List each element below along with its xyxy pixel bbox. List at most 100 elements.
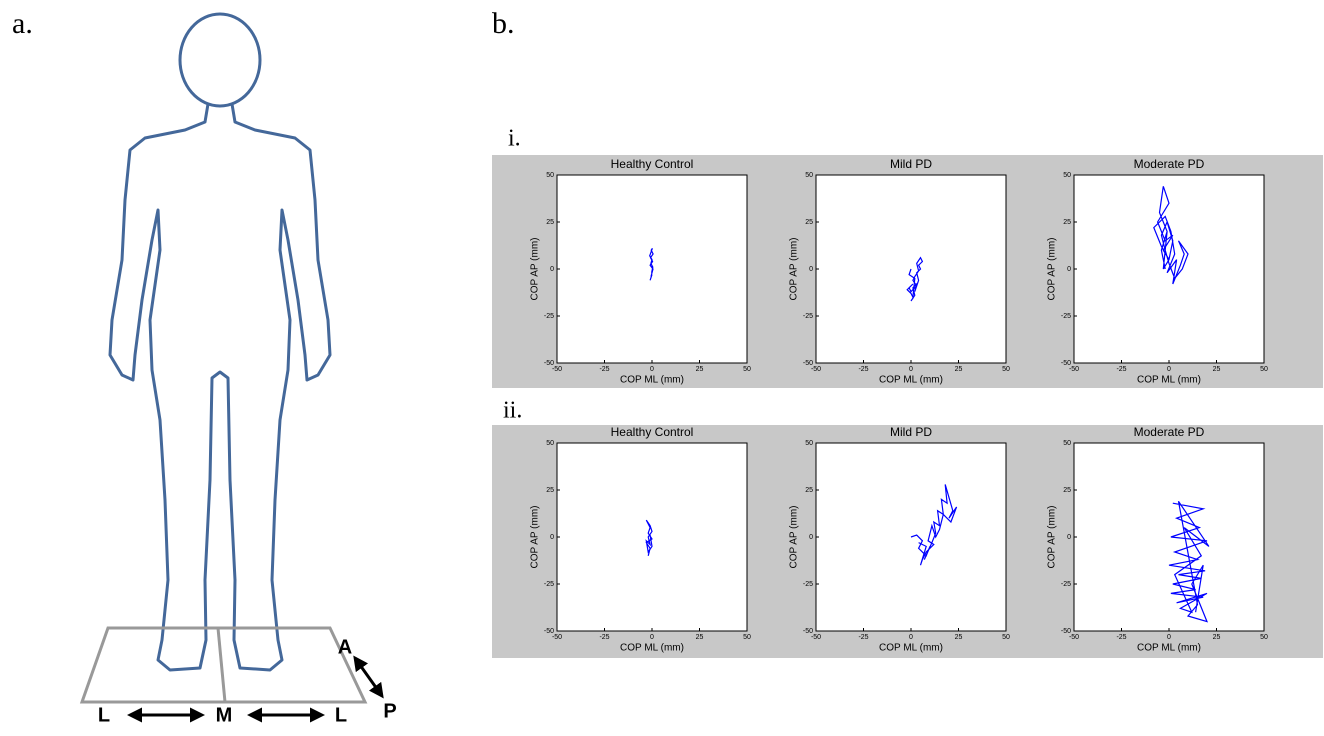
y-tick-label: 0 <box>1067 266 1071 273</box>
x-tick-label: 50 <box>1002 366 1010 373</box>
trajectory <box>1168 500 1210 623</box>
y-tick-label: 50 <box>546 172 554 179</box>
y-tick-label: -25 <box>803 581 813 588</box>
plate-label: L <box>335 704 347 726</box>
y-tick-label: -50 <box>803 628 813 635</box>
chart-title: Moderate PD <box>1134 157 1205 171</box>
y-tick-label: 25 <box>546 219 554 226</box>
x-tick-label: -50 <box>1069 634 1079 641</box>
panel-label: a. <box>12 7 33 40</box>
trajectory <box>1153 186 1189 285</box>
trajectory <box>910 484 958 566</box>
row-label: ii. <box>503 398 522 424</box>
x-axis-label: COP ML (mm) <box>620 375 684 386</box>
x-tick-label: 25 <box>955 366 963 373</box>
y-axis-label: COP AP (mm) <box>789 238 800 301</box>
direction-label: A <box>338 636 352 658</box>
y-tick-label: 0 <box>809 534 813 541</box>
x-tick-label: 25 <box>696 366 704 373</box>
trajectory <box>649 247 654 281</box>
body-outline <box>108 103 332 672</box>
y-tick-label: 0 <box>550 266 554 273</box>
chart-title: Healthy Control <box>611 425 694 439</box>
y-tick-label: 50 <box>805 172 813 179</box>
x-axis-label: COP ML (mm) <box>879 643 943 654</box>
x-axis-label: COP ML (mm) <box>879 375 943 386</box>
x-tick-label: -25 <box>858 366 868 373</box>
chart-title: Healthy Control <box>611 157 694 171</box>
x-tick-label: 50 <box>743 366 751 373</box>
x-tick-label: -50 <box>811 634 821 641</box>
chart-title: Moderate PD <box>1134 425 1205 439</box>
x-tick-label: 0 <box>650 366 654 373</box>
y-tick-label: -25 <box>803 313 813 320</box>
x-tick-label: 25 <box>955 634 963 641</box>
y-tick-label: -25 <box>1061 581 1071 588</box>
head <box>178 12 262 108</box>
y-tick-label: 25 <box>805 487 813 494</box>
y-tick-label: 50 <box>546 440 554 447</box>
x-tick-label: 50 <box>1260 634 1268 641</box>
trajectory <box>645 519 653 556</box>
y-tick-label: 0 <box>809 266 813 273</box>
x-axis-label: COP ML (mm) <box>1137 643 1201 654</box>
y-tick-label: -25 <box>1061 313 1071 320</box>
x-axis-label: COP ML (mm) <box>620 643 684 654</box>
chart-title: Mild PD <box>890 157 932 171</box>
y-tick-label: -50 <box>544 628 554 635</box>
x-tick-label: -50 <box>1069 366 1079 373</box>
y-axis-label: COP AP (mm) <box>530 506 541 569</box>
arrow <box>353 655 384 699</box>
y-tick-label: -25 <box>544 581 554 588</box>
y-tick-label: 25 <box>805 219 813 226</box>
x-tick-label: -50 <box>552 634 562 641</box>
y-tick-label: 25 <box>1063 487 1071 494</box>
x-tick-label: 0 <box>650 634 654 641</box>
y-tick-label: -50 <box>803 360 813 367</box>
y-tick-label: 0 <box>550 534 554 541</box>
x-tick-label: -25 <box>858 634 868 641</box>
x-tick-label: 0 <box>1167 366 1171 373</box>
y-axis-label: COP AP (mm) <box>789 506 800 569</box>
plate-label: L <box>98 704 110 726</box>
x-tick-label: 50 <box>1260 366 1268 373</box>
x-tick-label: -25 <box>599 366 609 373</box>
trajectory <box>906 256 924 302</box>
y-tick-label: 25 <box>546 487 554 494</box>
y-axis-label: COP AP (mm) <box>1047 238 1058 301</box>
x-tick-label: 50 <box>1002 634 1010 641</box>
y-tick-label: -25 <box>544 313 554 320</box>
y-tick-label: -50 <box>1061 628 1071 635</box>
x-tick-label: 0 <box>909 366 913 373</box>
plot-area <box>556 442 748 632</box>
y-tick-label: 25 <box>1063 219 1071 226</box>
x-tick-label: 50 <box>743 634 751 641</box>
y-tick-label: 50 <box>805 440 813 447</box>
x-tick-label: -25 <box>1116 634 1126 641</box>
plate-label: M <box>216 704 233 726</box>
y-tick-label: 50 <box>1063 172 1071 179</box>
x-tick-label: 25 <box>1213 634 1221 641</box>
x-tick-label: -25 <box>599 634 609 641</box>
y-tick-label: 50 <box>1063 440 1071 447</box>
plate-divider <box>216 627 227 703</box>
y-tick-label: -50 <box>1061 360 1071 367</box>
y-tick-label: 0 <box>1067 534 1071 541</box>
chart-title: Mild PD <box>890 425 932 439</box>
row-label: i. <box>508 126 521 152</box>
x-tick-label: 25 <box>1213 366 1221 373</box>
x-axis-label: COP ML (mm) <box>1137 375 1201 386</box>
y-axis-label: COP AP (mm) <box>1047 506 1058 569</box>
x-tick-label: -50 <box>552 366 562 373</box>
x-tick-label: -50 <box>811 366 821 373</box>
x-tick-label: 25 <box>696 634 704 641</box>
x-tick-label: 0 <box>1167 634 1171 641</box>
plot-area <box>1073 442 1265 632</box>
direction-label: P <box>383 700 396 722</box>
x-tick-label: -25 <box>1116 366 1126 373</box>
y-tick-label: -50 <box>544 360 554 367</box>
y-axis-label: COP AP (mm) <box>530 238 541 301</box>
x-tick-label: 0 <box>909 634 913 641</box>
panel-label: b. <box>492 7 515 40</box>
